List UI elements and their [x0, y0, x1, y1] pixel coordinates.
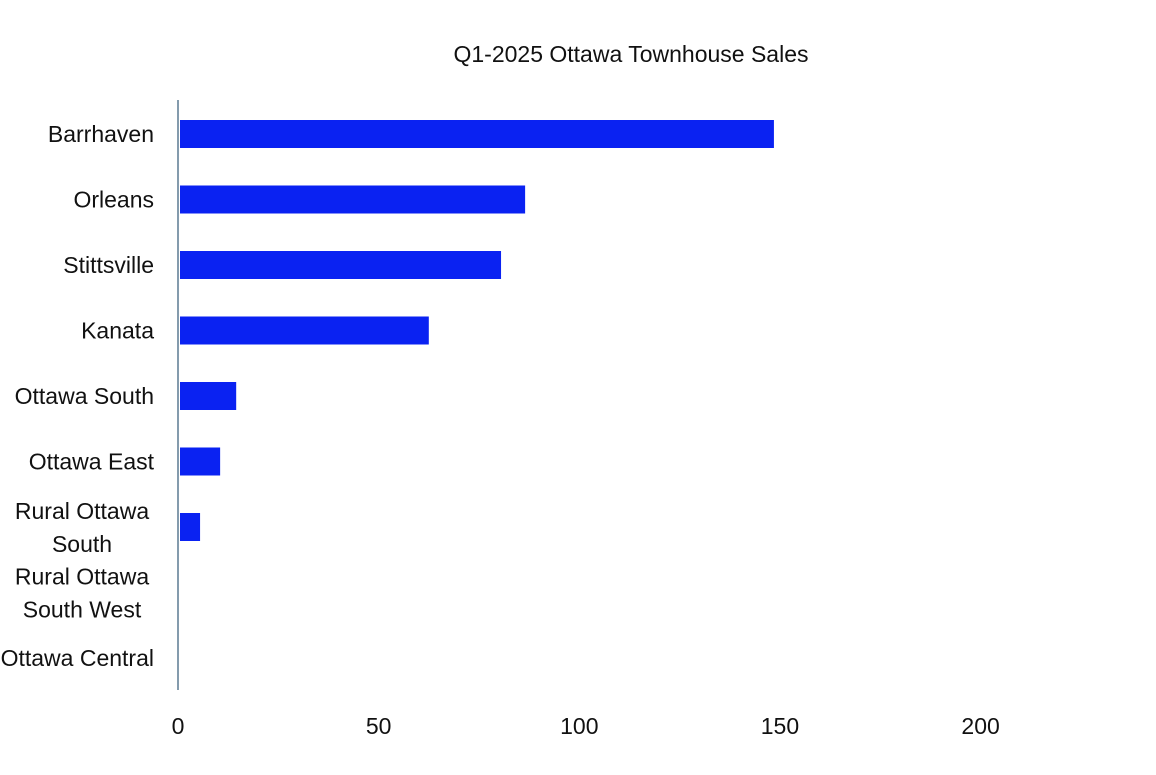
chart-title: Q1-2025 Ottawa Townhouse Sales — [453, 41, 808, 67]
category-labels: Barrhaven Orleans Stittsville Kanata Ottawa … — [1, 121, 155, 671]
category-label-rural-ottawa-south: Rural Ottawa South — [15, 498, 149, 557]
category-label-stittsville: Stittsville — [63, 252, 154, 278]
category-label-kanata: Kanata — [81, 318, 154, 344]
bar-stittsville — [180, 251, 502, 279]
bars-layer — [180, 120, 774, 541]
bar-kanata — [180, 316, 429, 345]
category-label-ottawa-central: Ottawa Central — [1, 645, 154, 671]
category-label-orleans: Orleans — [73, 187, 154, 213]
bar-ottawa-east — [180, 447, 221, 476]
x-tick-label: 0 — [172, 713, 185, 739]
x-tick-labels: 0 50 100 150 200 — [172, 713, 1000, 739]
category-label-barrhaven: Barrhaven — [48, 121, 154, 147]
category-label-ottawa-east: Ottawa East — [29, 449, 155, 475]
bar-ottawa-south — [180, 382, 237, 410]
bar-rural-ottawa-south — [180, 513, 201, 541]
x-tick-label: 200 — [961, 713, 999, 739]
x-tick-label: 100 — [560, 713, 598, 739]
bar-orleans — [180, 185, 526, 214]
category-label-rural-ottawa-south-west: Rural Ottawa South West — [15, 564, 149, 623]
x-tick-label: 50 — [366, 713, 392, 739]
category-label-ottawa-south: Ottawa South — [15, 383, 154, 409]
bar-barrhaven — [180, 120, 774, 148]
x-tick-label: 150 — [761, 713, 799, 739]
